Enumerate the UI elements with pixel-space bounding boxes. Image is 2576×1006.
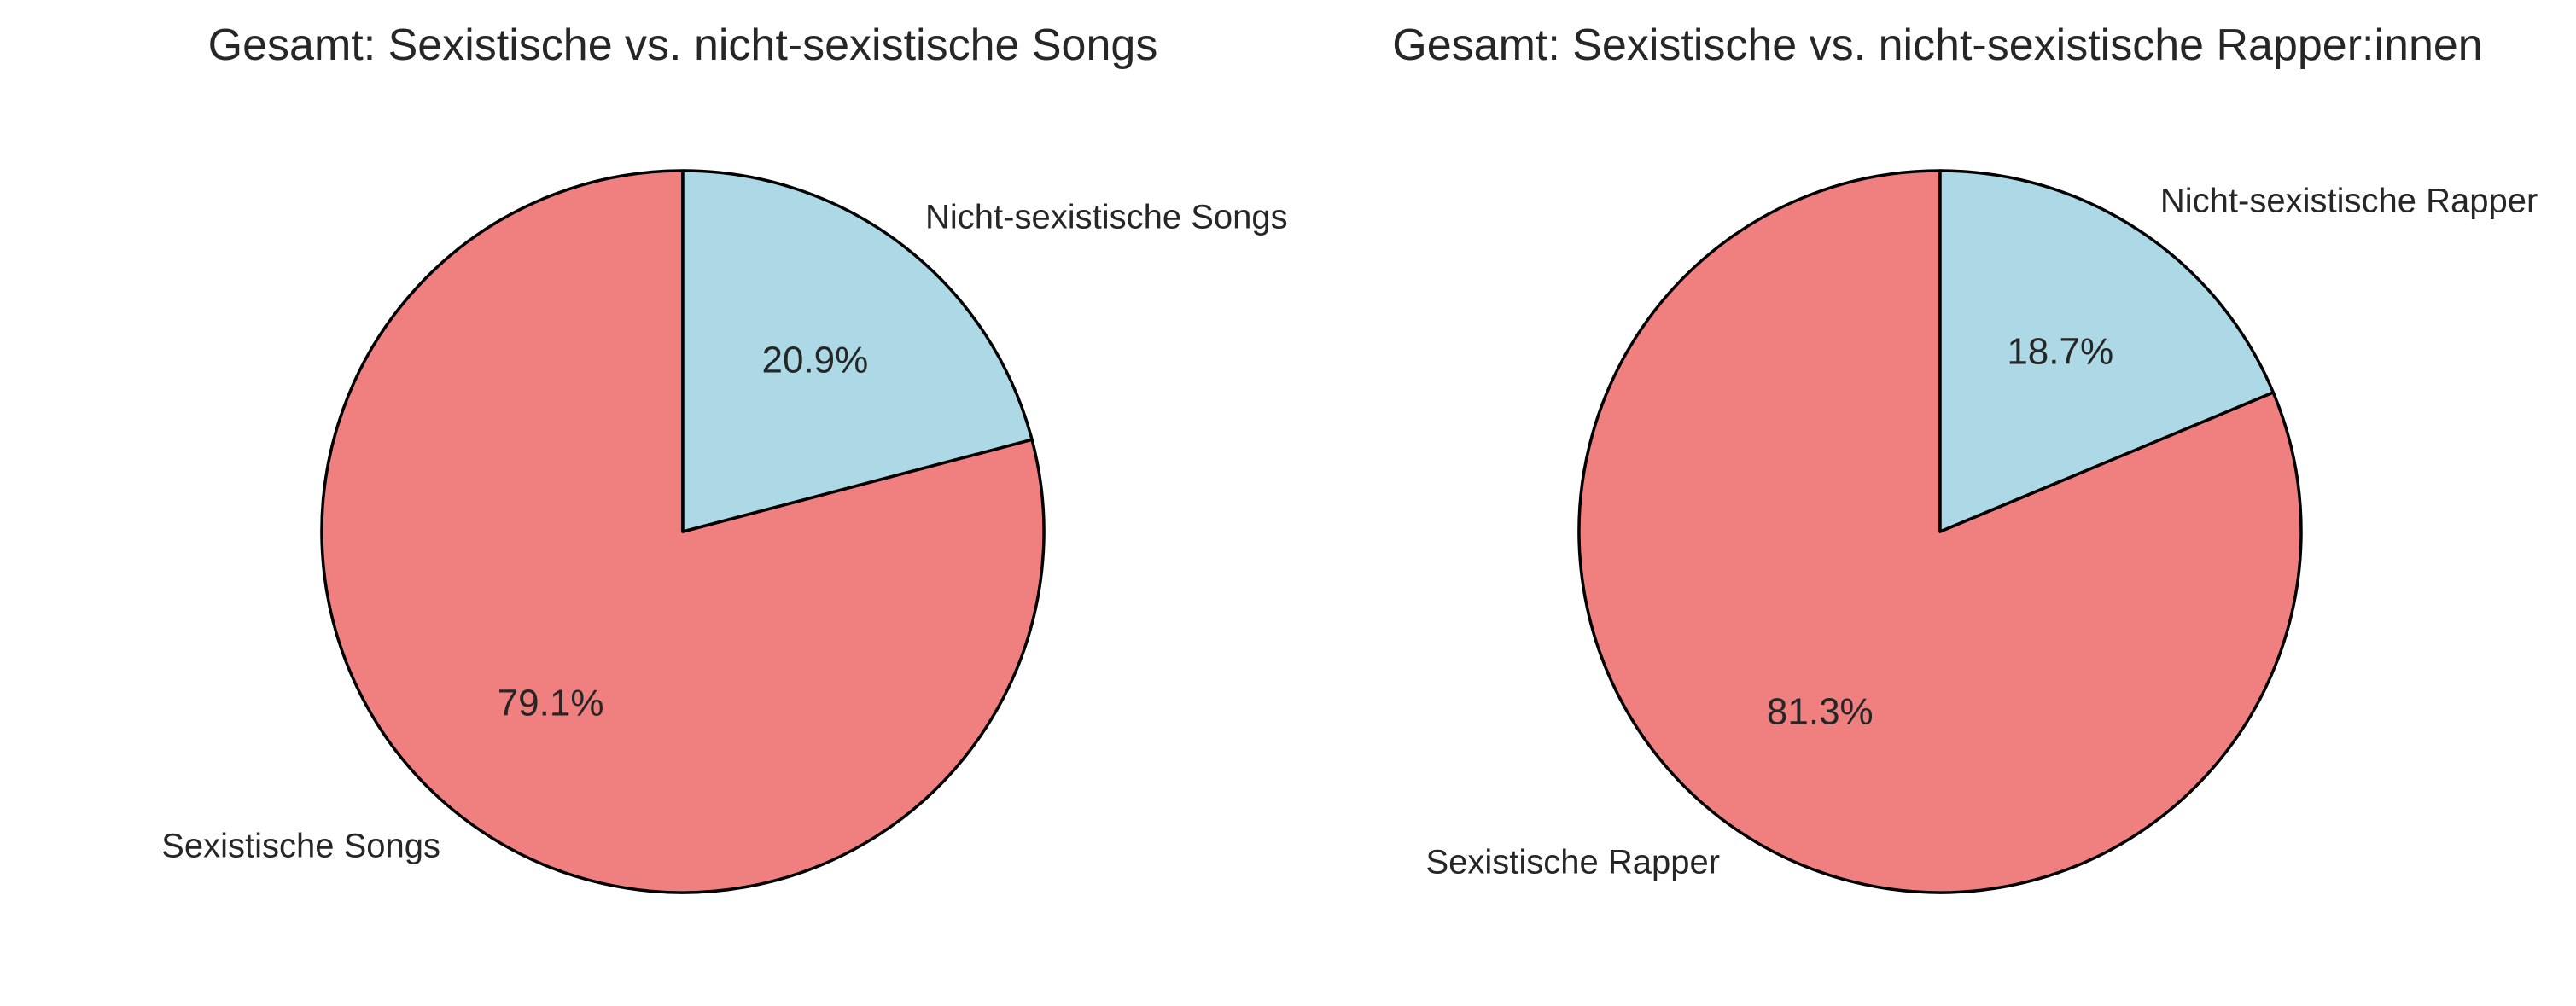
pct-label-sexistische-songs: 79.1% bbox=[498, 683, 604, 724]
slice-label-nicht-sexistische-rapper: Nicht-sexistische Rapper bbox=[2160, 183, 2538, 220]
pie-slices-songs bbox=[320, 169, 1046, 894]
chart-title-songs: Gesamt: Sexistische vs. nicht-sexistisch… bbox=[208, 20, 1158, 70]
pie-chart-rapper: Gesamt: Sexistische vs. nicht-sexistisch… bbox=[1392, 20, 2538, 894]
pie-slices-rapper bbox=[1577, 169, 2303, 894]
pie-slice-nicht-sexistische-songs bbox=[681, 169, 1034, 533]
pie-slice-nicht-sexistische-rapper bbox=[1938, 169, 2276, 533]
slice-label-sexistische-rapper: Sexistische Rapper bbox=[1425, 843, 1720, 881]
pie-labels-songs: 79.1% Sexistische Songs 20.9% Nicht-sexisti… bbox=[161, 198, 1287, 864]
pct-label-nicht-sexistische-songs: 20.9% bbox=[762, 340, 869, 381]
pct-label-nicht-sexistische-rapper: 18.7% bbox=[2007, 330, 2113, 372]
chart-title-rapper: Gesamt: Sexistische vs. nicht-sexistisch… bbox=[1392, 20, 2482, 70]
slice-label-nicht-sexistische-songs: Nicht-sexistische Songs bbox=[925, 198, 1288, 236]
pct-label-sexistische-rapper: 81.3% bbox=[1767, 691, 1874, 733]
slice-label-sexistische-songs: Sexistische Songs bbox=[161, 828, 440, 865]
pie-chart-songs: Gesamt: Sexistische vs. nicht-sexistisch… bbox=[161, 20, 1288, 894]
pie-labels-rapper: 81.3% Sexistische Rapper 18.7% Nicht-sexist… bbox=[1425, 183, 2538, 881]
